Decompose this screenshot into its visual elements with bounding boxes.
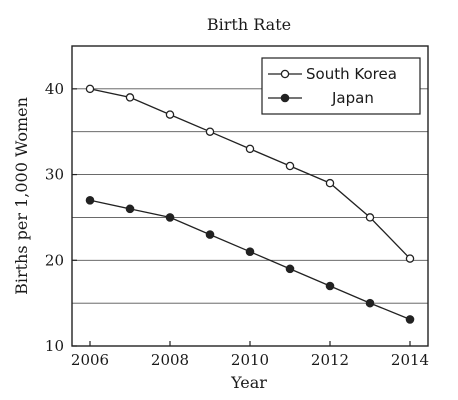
data-point-south-korea [405,254,415,263]
legend-label-south-korea: South Korea [306,65,397,83]
data-point-japan [125,204,135,214]
y-tick-label: 20 [45,251,64,269]
data-point-japan [165,213,175,222]
data-point-south-korea [285,161,295,171]
data-point-south-korea [245,144,255,154]
x-axis-label: Year [230,373,267,392]
data-point-japan [285,264,295,274]
data-point-south-korea [125,93,135,102]
chart-title: Birth Rate [207,15,291,34]
data-point-japan [365,298,375,308]
y-tick-label: 10 [45,337,64,355]
x-axis-ticks: 2006 2008 2010 2012 2014 [71,341,429,369]
legend-box [261,57,421,115]
y-tick-label: 30 [45,166,64,184]
data-point-south-korea [325,178,335,188]
legend-marker-south-korea [280,69,290,79]
data-point-south-korea [365,213,375,222]
legend: South Korea Japan [261,57,421,115]
data-point-south-korea [85,84,95,94]
x-tick-label: 2012 [311,351,349,369]
data-point-japan [85,195,95,205]
data-point-south-korea [165,110,175,119]
y-tick-label: 40 [45,80,64,98]
x-tick-label: 2006 [71,351,109,369]
data-series [85,84,415,324]
x-tick-label: 2008 [151,351,189,369]
gridlines [72,88,428,304]
legend-marker-japan [280,93,290,103]
data-point-japan [325,281,335,291]
legend-label-japan: Japan [331,89,374,107]
data-point-japan [405,315,415,324]
data-point-japan [205,230,215,239]
x-tick-label: 2010 [231,351,269,369]
y-axis-ticks: 10 20 30 40 [45,80,77,355]
x-tick-label: 2014 [391,351,429,369]
data-point-japan [245,247,255,257]
data-point-south-korea [205,127,215,136]
y-axis-label: Births per 1,000 Women [12,97,31,295]
